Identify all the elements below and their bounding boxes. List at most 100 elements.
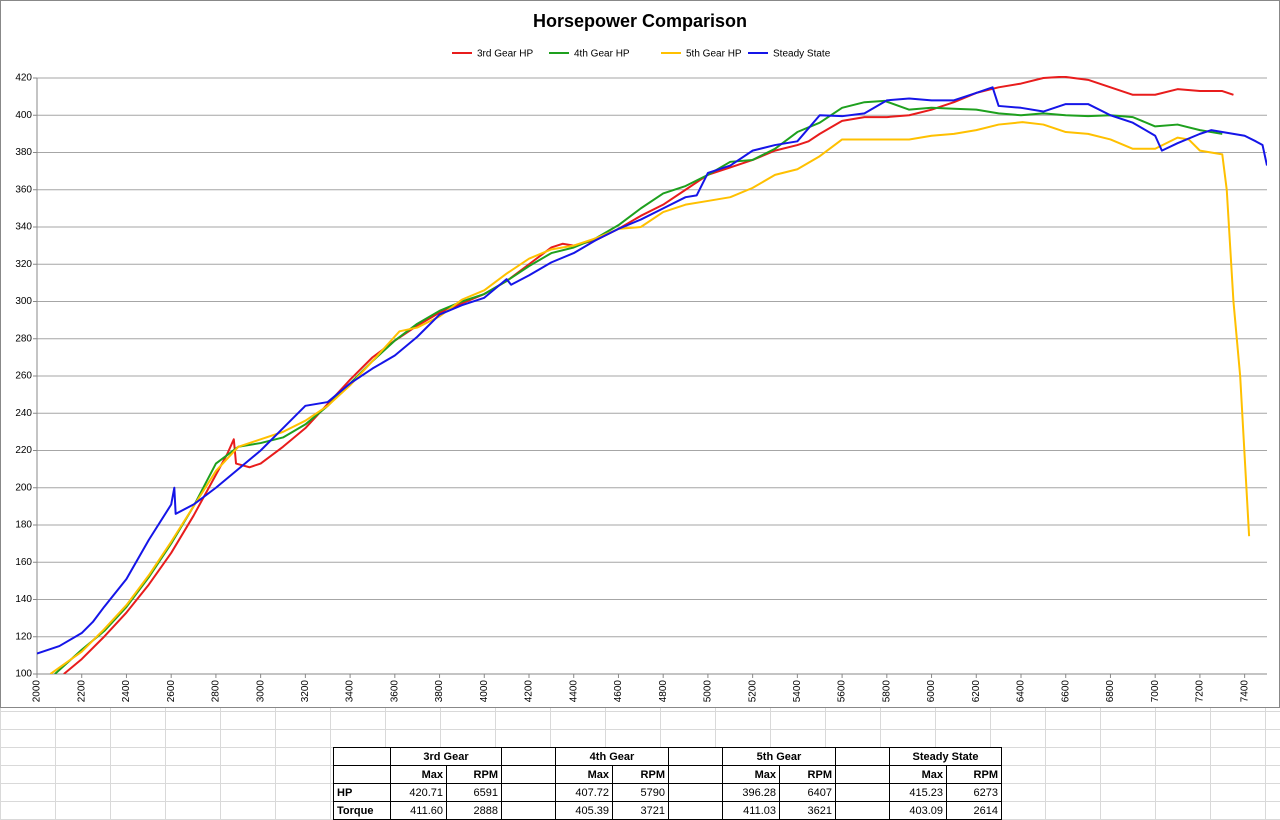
y-tick-label: 340 xyxy=(15,222,32,233)
x-tick-label: 5600 xyxy=(837,680,848,703)
column-header: RPM xyxy=(779,765,836,784)
x-tick-label: 6600 xyxy=(1060,680,1071,703)
x-tick-label: 3200 xyxy=(300,680,311,703)
x-tick-label: 4400 xyxy=(568,680,579,703)
spacer-cell xyxy=(835,765,890,784)
group-header: 5th Gear xyxy=(722,747,836,766)
summary-table: 3rd Gear 4th Gear 5th Gear Steady State Max R… xyxy=(333,747,1002,820)
y-tick-label: 300 xyxy=(15,296,32,307)
table-row: 3rd Gear 4th Gear 5th Gear Steady State xyxy=(333,747,1002,766)
table-row: HP 420.71 6591 407.72 5790 396.28 6407 415.23 62… xyxy=(333,783,1002,802)
spacer-cell xyxy=(835,747,890,766)
table-cell: 403.09 xyxy=(889,801,947,820)
table-cell: 411.60 xyxy=(390,801,447,820)
legend-item: 3rd Gear HP xyxy=(452,49,533,60)
table-row: Max RPM Max RPM Max RPM Max RPM xyxy=(333,765,1002,784)
x-tick-label: 4600 xyxy=(613,680,624,703)
x-tick-label: 2200 xyxy=(76,680,87,703)
y-tick-label: 380 xyxy=(15,147,32,158)
table-row: Torque 411.60 2888 405.39 3721 411.03 3621 403.… xyxy=(333,801,1002,820)
x-tick-label: 4200 xyxy=(524,680,535,703)
corner-cell xyxy=(333,765,391,784)
spacer-cell xyxy=(501,783,556,802)
y-tick-label: 260 xyxy=(15,371,32,382)
x-tick-label: 6200 xyxy=(971,680,982,703)
spacer-cell xyxy=(501,765,556,784)
table-cell: 3721 xyxy=(612,801,669,820)
table-cell: 396.28 xyxy=(722,783,780,802)
group-header: Steady State xyxy=(889,747,1002,766)
x-tick-label: 5000 xyxy=(703,680,714,703)
column-header: Max xyxy=(889,765,947,784)
legend-item: Steady State xyxy=(748,49,831,60)
spacer-cell xyxy=(668,747,723,766)
row-label: HP xyxy=(333,783,391,802)
x-tick-label: 5200 xyxy=(747,680,758,703)
x-tick-label: 7000 xyxy=(1150,680,1161,703)
y-tick-label: 280 xyxy=(15,333,32,344)
x-tick-label: 2800 xyxy=(211,680,222,703)
spacer-cell xyxy=(668,783,723,802)
spacer-cell xyxy=(668,765,723,784)
table-cell: 6407 xyxy=(779,783,836,802)
column-header: RPM xyxy=(946,765,1002,784)
column-header: RPM xyxy=(446,765,502,784)
legend-label: Steady State xyxy=(773,49,831,60)
column-header: Max xyxy=(555,765,613,784)
table-cell: 2614 xyxy=(946,801,1002,820)
legend-item: 5th Gear HP xyxy=(661,49,742,60)
legend-label: 5th Gear HP xyxy=(686,49,742,60)
y-tick-label: 200 xyxy=(15,482,32,493)
x-tick-label: 5800 xyxy=(881,680,892,703)
column-header: RPM xyxy=(612,765,669,784)
table-cell: 3621 xyxy=(779,801,836,820)
x-tick-label: 7200 xyxy=(1195,680,1206,703)
y-tick-label: 140 xyxy=(15,594,32,605)
y-tick-label: 400 xyxy=(15,110,32,121)
x-tick-label: 3400 xyxy=(345,680,356,703)
y-tick-label: 360 xyxy=(15,184,32,195)
table-cell: 405.39 xyxy=(555,801,613,820)
spacer-cell xyxy=(501,747,556,766)
spacer-cell xyxy=(835,783,890,802)
y-tick-label: 220 xyxy=(15,445,32,456)
x-tick-label: 3000 xyxy=(255,680,266,703)
legend-label: 4th Gear HP xyxy=(574,49,630,60)
x-tick-label: 3800 xyxy=(434,680,445,703)
x-tick-label: 2000 xyxy=(32,680,43,703)
y-tick-label: 120 xyxy=(15,631,32,642)
series-line xyxy=(54,99,1223,674)
spacer-cell xyxy=(501,801,556,820)
x-tick-label: 4800 xyxy=(658,680,669,703)
chart: Horsepower Comparison 100 120 140 160 180 200… xyxy=(0,0,1280,708)
x-tick-label: 6400 xyxy=(1016,680,1027,703)
table-cell: 5790 xyxy=(612,783,669,802)
y-tick-label: 420 xyxy=(15,73,32,84)
x-tick-label: 5400 xyxy=(792,680,803,703)
corner-cell xyxy=(333,747,391,766)
x-tick-label: 4000 xyxy=(479,680,490,703)
table-cell: 411.03 xyxy=(722,801,780,820)
y-tick-label: 320 xyxy=(15,259,32,270)
y-tick-label: 180 xyxy=(15,520,32,531)
x-tick-label: 7400 xyxy=(1239,680,1250,703)
group-header: 4th Gear xyxy=(555,747,669,766)
column-header: Max xyxy=(722,765,780,784)
x-tick-label: 2600 xyxy=(166,680,177,703)
y-tick-label: 240 xyxy=(15,408,32,419)
table-cell: 6591 xyxy=(446,783,502,802)
table-cell: 2888 xyxy=(446,801,502,820)
y-tick-label: 100 xyxy=(15,669,32,680)
spacer-cell xyxy=(835,801,890,820)
table-cell: 407.72 xyxy=(555,783,613,802)
table-cell: 6273 xyxy=(946,783,1002,802)
spacer-cell xyxy=(668,801,723,820)
series-line xyxy=(37,86,1267,655)
x-tick-label: 6000 xyxy=(926,680,937,703)
x-tick-label: 2400 xyxy=(121,680,132,703)
legend-label: 3rd Gear HP xyxy=(477,49,533,60)
row-label: Torque xyxy=(333,801,391,820)
y-tick-label: 160 xyxy=(15,557,32,568)
chart-title: Horsepower Comparison xyxy=(533,11,747,31)
